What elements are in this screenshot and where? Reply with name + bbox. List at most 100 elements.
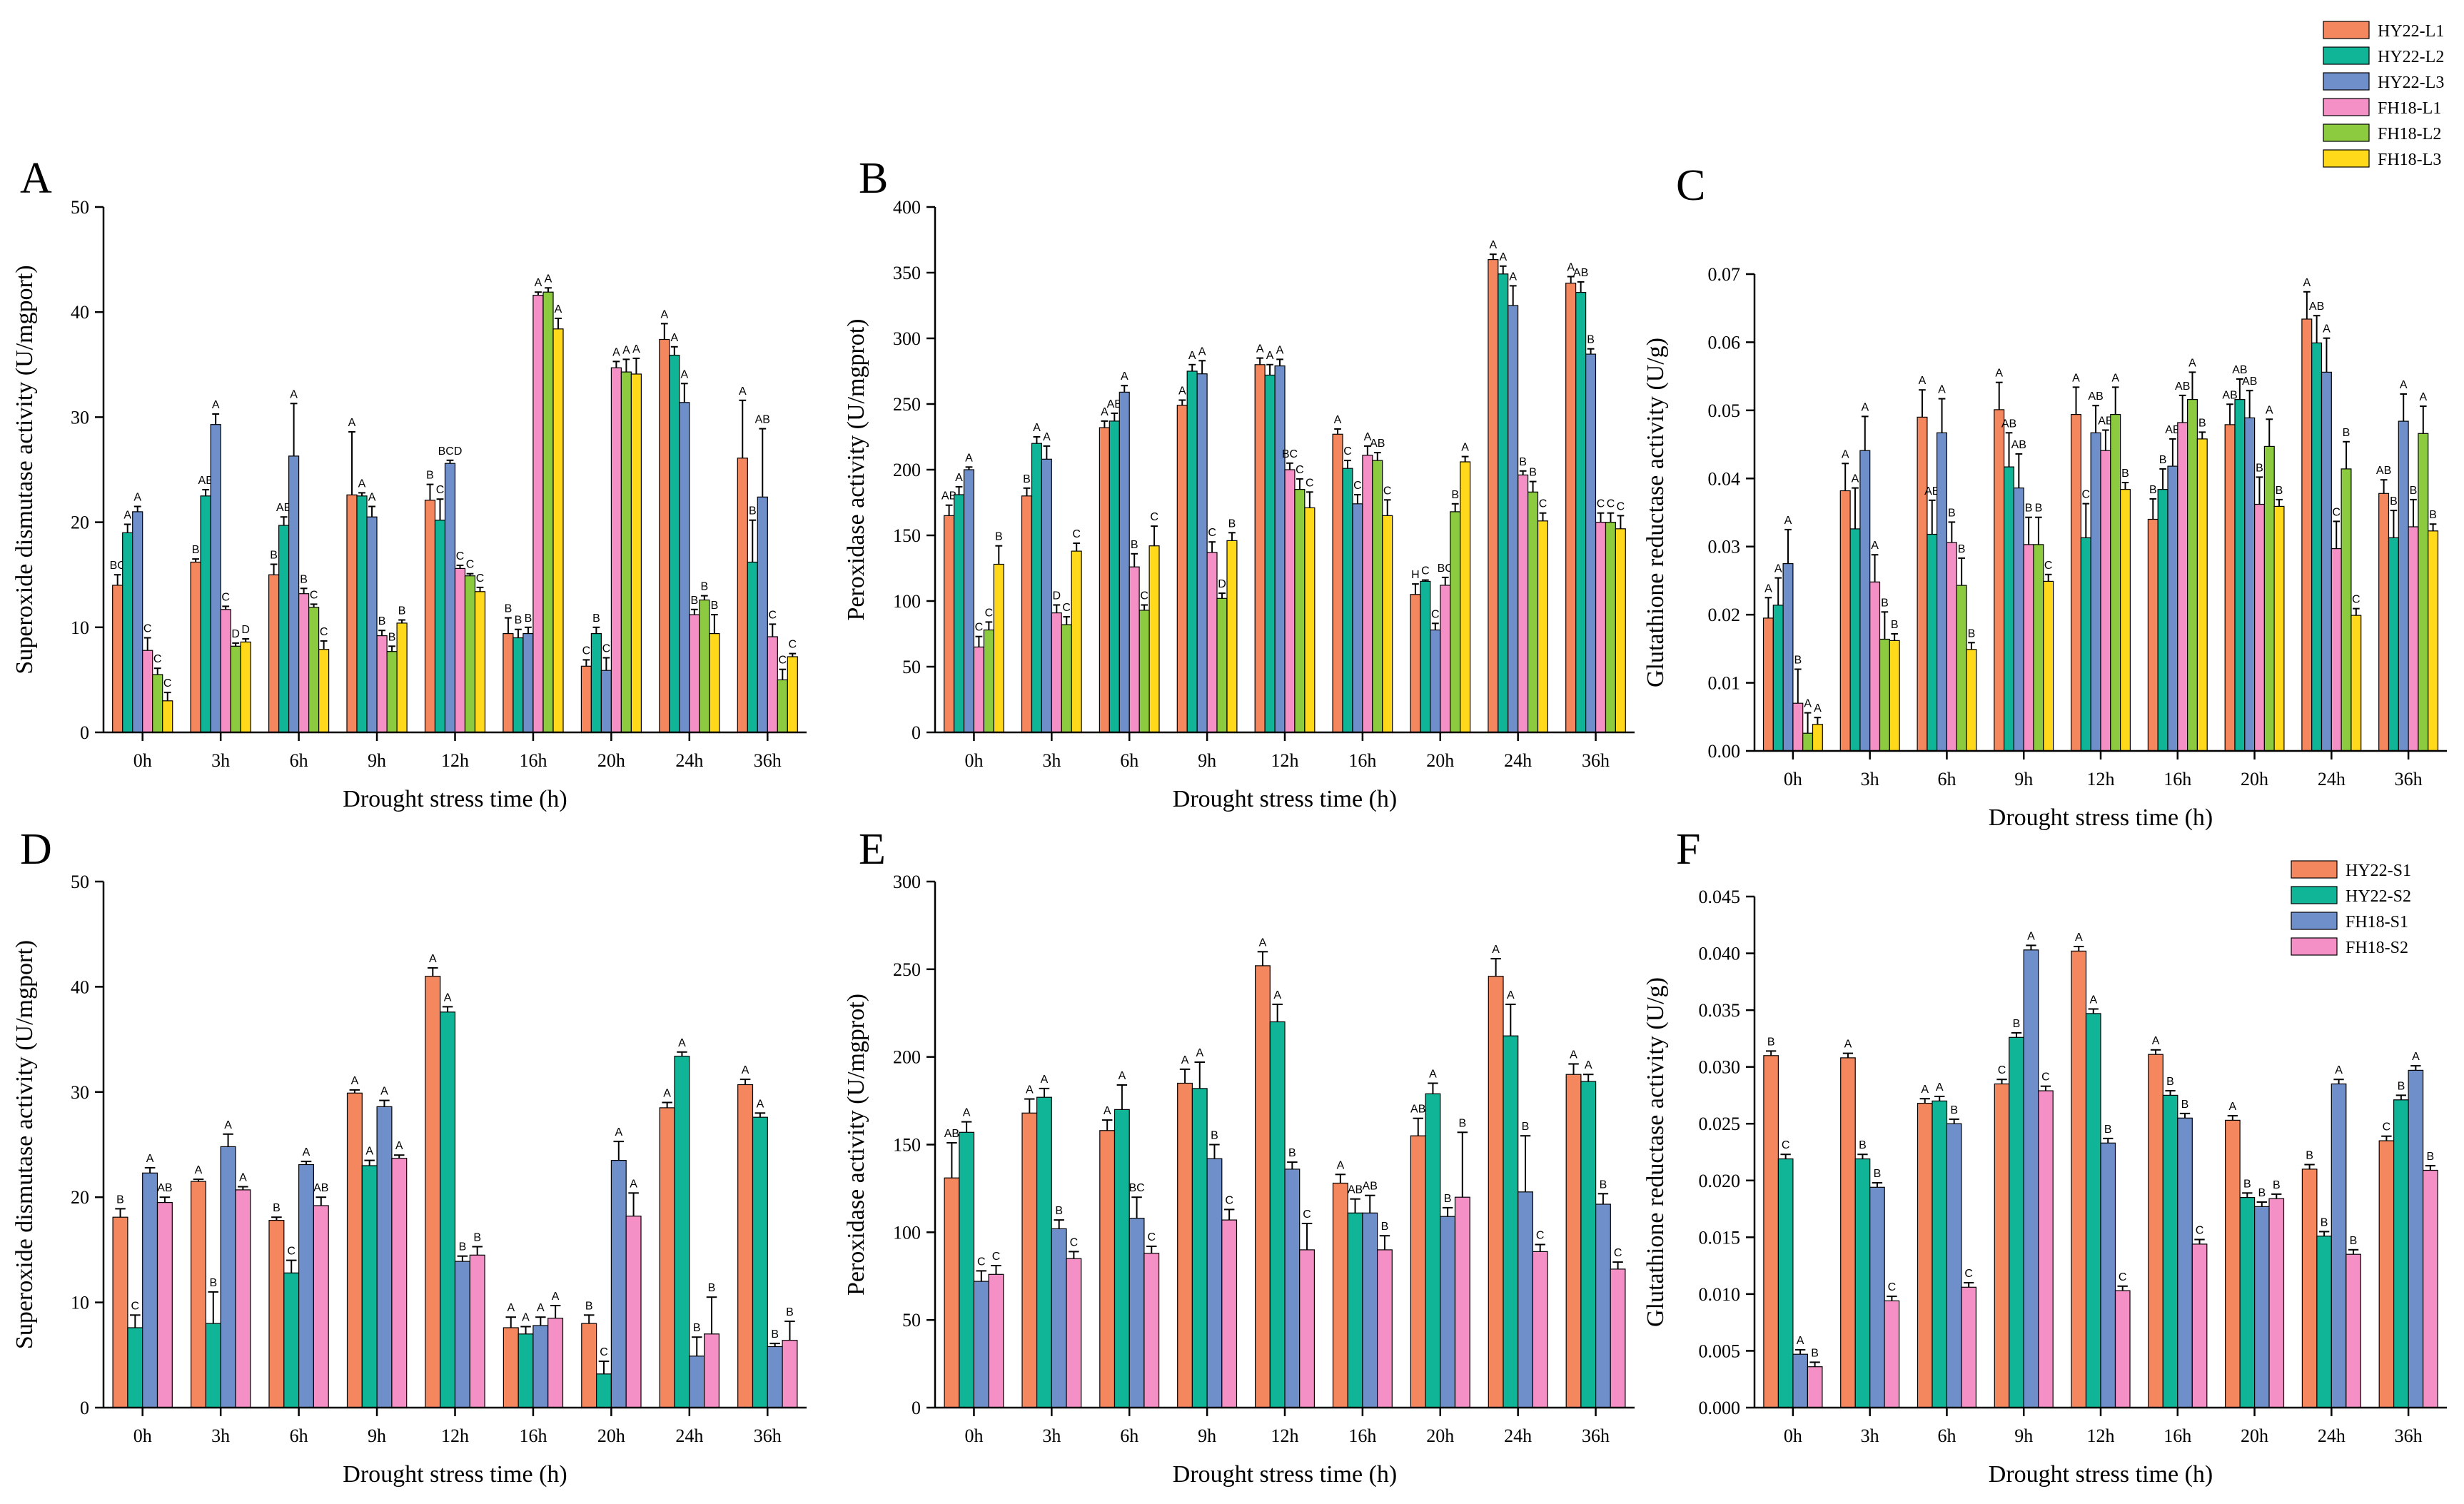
significance-letter: B <box>1228 518 1236 530</box>
significance-letter: B <box>273 1202 281 1214</box>
significance-letter: A <box>630 1178 637 1190</box>
significance-letter: A <box>1461 442 1469 454</box>
bar <box>2398 420 2409 752</box>
x-tick-label: 20h <box>2241 769 2268 789</box>
bar <box>2239 1196 2256 1408</box>
x-tick-label: 0h <box>964 750 983 771</box>
x-tick-label: 36h <box>1582 1425 1610 1446</box>
bar <box>152 674 163 733</box>
x-tick-label: 24h <box>2318 769 2346 789</box>
x-tick-label: 24h <box>675 750 703 771</box>
significance-letter: AB <box>941 490 956 503</box>
x-tick-label: 20h <box>2241 1425 2268 1446</box>
x-axis-title: Drought stress time (h) <box>1173 1461 1397 1488</box>
significance-letter: A <box>2400 379 2408 391</box>
significance-letter: B <box>1600 1179 1607 1191</box>
bar <box>973 1281 989 1408</box>
y-tick-label: 0.035 <box>1699 1000 1741 1021</box>
significance-letter: C <box>992 1251 1001 1263</box>
bar <box>356 495 368 733</box>
significance-letter: A <box>1804 698 1812 710</box>
significance-letter: B <box>2035 503 2043 515</box>
significance-letter: B <box>2181 1099 2189 1111</box>
significance-letter: AB <box>2088 390 2103 403</box>
significance-letter: B <box>2273 1179 2281 1191</box>
significance-letter: AB <box>2376 465 2391 477</box>
significance-letter: C <box>1998 1064 2006 1076</box>
bar <box>2147 518 2158 752</box>
bar <box>1956 585 1967 752</box>
bar <box>1264 374 1276 733</box>
panel-letter: B <box>859 154 888 203</box>
significance-letter: A <box>1774 563 1782 575</box>
bar <box>1304 507 1316 733</box>
bar <box>659 1107 675 1408</box>
bar <box>142 1172 158 1408</box>
y-tick-label: 0.040 <box>1699 944 1741 964</box>
significance-letter: AB <box>2098 415 2113 428</box>
bar <box>1869 581 1881 752</box>
bar <box>1932 1100 1948 1408</box>
significance-letter: A <box>522 1312 530 1324</box>
significance-letter: A <box>1570 1049 1577 1061</box>
x-tick-label: 20h <box>597 1425 625 1446</box>
bar <box>1036 1096 1052 1408</box>
x-tick-label: 3h <box>1042 750 1061 771</box>
significance-letter: B <box>426 470 434 482</box>
significance-letter: C <box>779 655 787 667</box>
significance-letter: AB <box>1370 438 1385 450</box>
bar <box>2157 488 2168 752</box>
significance-letter: C <box>582 645 591 657</box>
x-tick-label: 3h <box>211 1425 230 1446</box>
bar <box>361 1165 378 1408</box>
bar <box>1226 540 1238 733</box>
significance-letter: A <box>757 1098 764 1110</box>
significance-letter: A <box>1119 1070 1126 1082</box>
panel-letter: E <box>859 825 886 874</box>
significance-letter: A <box>1178 385 1186 398</box>
bar <box>679 402 690 733</box>
significance-letter: H <box>1411 569 1420 581</box>
bar <box>220 609 231 733</box>
significance-letter: B <box>1891 619 1899 631</box>
bar <box>1051 612 1062 733</box>
y-tick-label: 40 <box>71 976 89 997</box>
significance-letter: A <box>303 1146 310 1159</box>
significance-letter: A <box>1276 344 1284 356</box>
bar <box>424 500 436 733</box>
legend-label: FH18-L1 <box>2378 99 2441 118</box>
bar <box>474 591 486 733</box>
bar <box>1299 1249 1315 1408</box>
bar <box>2254 1206 2270 1408</box>
significance-letter: A <box>1919 375 1927 387</box>
significance-letter: C <box>977 1256 986 1268</box>
significance-letter: B <box>2013 1018 2021 1030</box>
x-tick-label: 6h <box>290 1425 308 1446</box>
bar <box>1066 1258 1082 1408</box>
bar <box>1041 458 1052 733</box>
significance-letter: A <box>195 1164 203 1176</box>
bar <box>787 656 798 733</box>
significance-letter: C <box>466 559 475 571</box>
bar <box>2225 1119 2241 1408</box>
significance-letter: BC <box>1282 448 1298 460</box>
bar <box>1884 1300 1900 1408</box>
significance-letter: A <box>1852 473 1859 485</box>
significance-letter: A <box>535 277 542 289</box>
x-tick-label: 9h <box>368 750 386 771</box>
significance-letter: C <box>1536 1230 1545 1242</box>
significance-letter: A <box>1499 251 1507 263</box>
bar <box>386 651 398 733</box>
significance-letter: A <box>224 1119 232 1131</box>
bar <box>2114 1290 2131 1408</box>
significance-letter: AB <box>1924 485 1939 498</box>
significance-letter: A <box>1764 582 1772 595</box>
significance-letter: B <box>2410 485 2418 497</box>
bar <box>1859 450 1871 752</box>
y-tick-label: 250 <box>893 959 921 980</box>
significance-letter: A <box>1181 1054 1189 1066</box>
significance-letter: C <box>1070 1236 1079 1248</box>
bar <box>240 641 251 733</box>
y-tick-label: 100 <box>893 591 921 612</box>
bar <box>1216 597 1228 733</box>
